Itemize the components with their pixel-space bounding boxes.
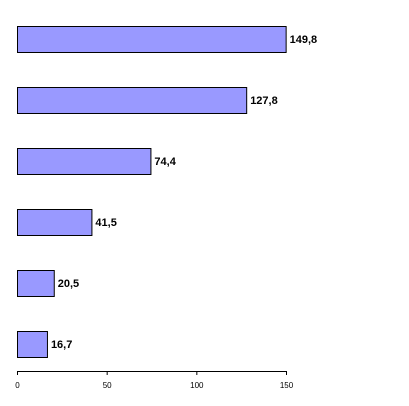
data-label-1: 127,8 xyxy=(250,95,278,107)
bar-4 xyxy=(17,270,55,297)
data-label-3: 41,5 xyxy=(95,217,116,229)
bar-3 xyxy=(17,209,93,236)
x-tick-label-0: 0 xyxy=(15,381,20,390)
x-tick-label-3: 150 xyxy=(280,381,294,390)
data-label-5: 16,7 xyxy=(51,339,72,351)
bar-2 xyxy=(17,148,152,175)
bar-1 xyxy=(17,87,248,114)
data-label-4: 20,5 xyxy=(58,278,79,290)
x-tick-label-2: 100 xyxy=(190,381,204,390)
x-tick-label-1: 50 xyxy=(103,381,112,390)
data-label-2: 74,4 xyxy=(154,156,176,168)
bar-5 xyxy=(17,331,48,358)
bar-0 xyxy=(17,26,287,53)
data-label-0: 149,8 xyxy=(290,34,318,46)
